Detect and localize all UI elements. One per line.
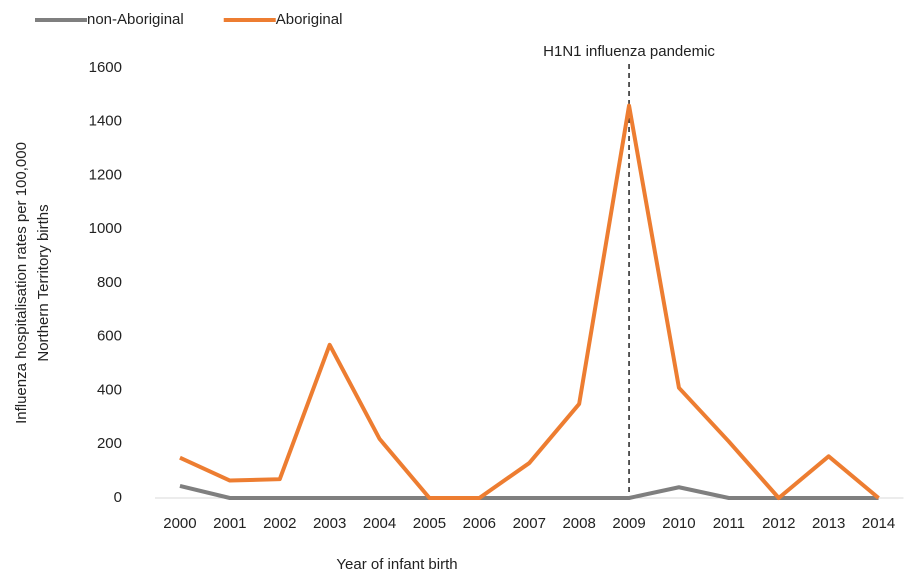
x-tick-label: 2007 — [513, 515, 546, 532]
x-tick-label: 2010 — [662, 515, 695, 532]
y-tick-label: 1000 — [89, 220, 122, 237]
x-tick-label: 2004 — [363, 515, 396, 532]
x-tick-label: 2003 — [313, 515, 346, 532]
y-tick-label: 1600 — [89, 59, 122, 76]
x-tick-label: 2011 — [713, 515, 745, 532]
legend-label: non-Aboriginal — [87, 11, 184, 28]
x-tick-label: 2005 — [413, 515, 446, 532]
x-axis-label: Year of infant birth — [336, 556, 457, 573]
x-tick-label: 2002 — [263, 515, 296, 532]
y-tick-label: 800 — [97, 274, 122, 291]
y-tick-label: 1400 — [89, 113, 122, 130]
x-tick-label: 2009 — [612, 515, 645, 532]
series-line — [179, 483, 879, 500]
x-tick-label: 2012 — [762, 515, 795, 532]
y-axis-label: Influenza hospitalisation rates per 100,… — [13, 142, 30, 424]
annotation: H1N1 influenza pandemic — [543, 43, 715, 60]
y-tick-label: 400 — [97, 381, 122, 398]
y-axis-label: Northern Territory births — [35, 204, 52, 361]
x-tick-label: 2008 — [562, 515, 595, 532]
x-tick-label: 2000 — [163, 515, 196, 532]
x-tick-label: 2006 — [463, 515, 496, 532]
x-tick-label: 2014 — [862, 515, 895, 532]
x-tick-label: 2001 — [213, 515, 246, 532]
y-tick-label: 0 — [114, 489, 122, 506]
y-tick-label: 200 — [97, 435, 122, 452]
legend-label: Aboriginal — [276, 11, 343, 28]
x-tick-label: 2013 — [812, 515, 845, 532]
series-line — [179, 103, 880, 500]
y-tick-label: 600 — [97, 328, 122, 345]
y-tick-label: 1200 — [89, 166, 122, 183]
